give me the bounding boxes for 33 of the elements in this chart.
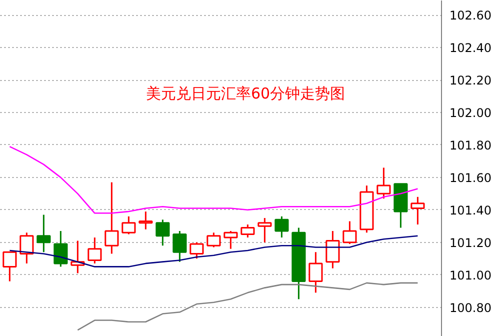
candlestick xyxy=(2,251,17,282)
candlestick xyxy=(308,251,323,294)
candlestick xyxy=(326,230,340,270)
candlestick xyxy=(122,216,136,235)
candlestick xyxy=(88,236,102,264)
candlestick xyxy=(206,232,221,248)
candlestick xyxy=(20,232,34,264)
candlestick xyxy=(258,217,272,244)
candlestick xyxy=(36,214,51,253)
candlestick xyxy=(156,218,170,246)
candlestick xyxy=(54,230,68,268)
y-tick-label: 102.60 xyxy=(450,8,492,23)
y-tick-label: 101.00 xyxy=(450,268,492,282)
text: 美元兑日元汇率60分钟走势图 xyxy=(146,84,346,102)
candlestick xyxy=(138,210,153,230)
y-tick-label: 102.00 xyxy=(450,106,492,120)
candlestick xyxy=(274,216,289,238)
candlestick xyxy=(410,196,425,226)
y-tick-label: 100.80 xyxy=(450,300,492,315)
y-tick-label: 101.40 xyxy=(450,203,492,218)
line-series xyxy=(9,146,418,214)
candlestick xyxy=(342,220,357,245)
y-tick-label: 101.80 xyxy=(450,138,492,152)
y-tick-label: 102.20 xyxy=(450,74,492,88)
candlestick xyxy=(240,224,255,238)
candlestick xyxy=(190,242,204,260)
candlestick xyxy=(224,230,238,250)
y-tick-label: 101.60 xyxy=(450,170,492,185)
y-tick-label: 102.40 xyxy=(450,41,492,56)
candlestick xyxy=(172,230,187,263)
y-tick-label: 101.20 xyxy=(450,236,492,250)
candlestick xyxy=(104,182,119,254)
candlestick xyxy=(376,166,391,200)
